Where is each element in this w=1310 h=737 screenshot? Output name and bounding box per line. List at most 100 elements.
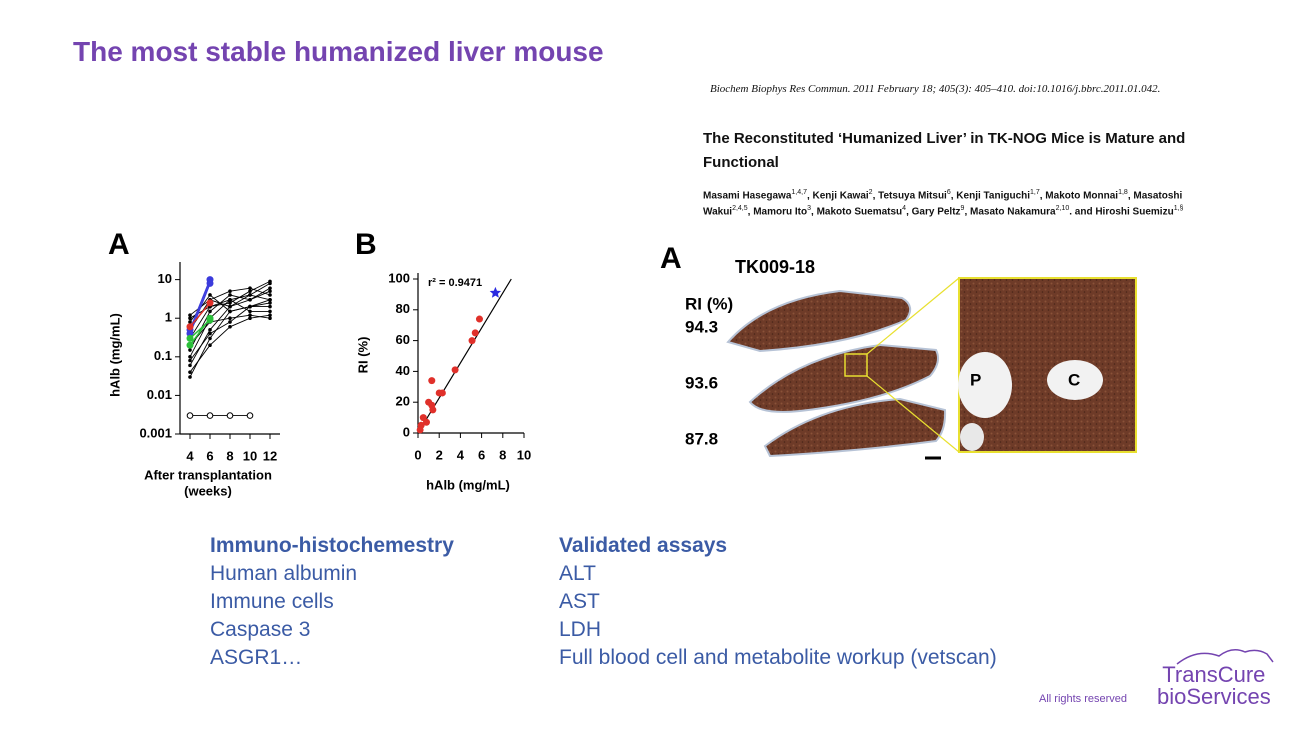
list-item: LDH bbox=[559, 618, 602, 641]
x-tick-label: 12 bbox=[263, 448, 277, 463]
paper-title: The Reconstituted ‘Humanized Liver’ in T… bbox=[703, 130, 1186, 171]
y-tick-label: 10 bbox=[158, 271, 172, 286]
point bbox=[186, 334, 194, 342]
point bbox=[206, 412, 214, 419]
point bbox=[188, 348, 192, 352]
ri-value: 87.8 bbox=[685, 429, 718, 448]
affiliation: 4 bbox=[902, 205, 907, 213]
portal-vein bbox=[958, 352, 1012, 418]
ri-label: RI (%) bbox=[685, 294, 733, 313]
point bbox=[268, 301, 272, 305]
central-vein bbox=[1047, 360, 1103, 400]
point bbox=[248, 304, 252, 309]
point bbox=[188, 375, 192, 379]
point bbox=[188, 320, 192, 324]
point bbox=[208, 331, 212, 336]
zoom-guide bbox=[866, 277, 960, 355]
x-tick-label: 8 bbox=[499, 447, 506, 462]
point bbox=[248, 313, 252, 317]
annotation: r² = 0.9471 bbox=[428, 277, 482, 289]
zoom-label: C bbox=[1068, 370, 1080, 389]
author: , Makoto Monnai bbox=[1039, 190, 1119, 202]
point bbox=[228, 301, 232, 305]
series-line bbox=[189, 302, 211, 328]
author: , Kenji Kawai bbox=[806, 190, 869, 202]
point bbox=[208, 309, 212, 314]
sample-label: TK009-18 bbox=[735, 257, 815, 277]
series-line bbox=[189, 319, 211, 339]
point bbox=[268, 316, 272, 321]
x-tick-label: 0 bbox=[414, 447, 421, 462]
author: , Makoto Suematsu bbox=[811, 206, 903, 218]
affiliation: 2,4,5 bbox=[732, 205, 748, 213]
point bbox=[268, 309, 272, 314]
histology: A TK009-18 RI (%) 94.3 93.6 87.8 P C bbox=[660, 242, 1137, 460]
citation-text: Biochem Biophys Res Commun. 2011 Februar… bbox=[710, 83, 1161, 95]
point bbox=[228, 320, 232, 324]
author: . and Hiroshi Suemizu bbox=[1069, 206, 1174, 218]
author: , Masatoshi Wakui bbox=[703, 190, 1183, 218]
y-tick-label: 40 bbox=[396, 363, 410, 378]
zoom-marker bbox=[844, 353, 868, 377]
y-tick-label: 0.001 bbox=[139, 425, 172, 440]
point bbox=[268, 289, 272, 294]
list-heading: Immuno-histochemestry bbox=[210, 534, 454, 557]
x-axis-label: hAlb (mg/mL) bbox=[426, 477, 510, 492]
affiliation: 9 bbox=[960, 205, 965, 213]
x-tick-label: 8 bbox=[226, 448, 233, 463]
affiliation: 1,4,7 bbox=[791, 189, 807, 196]
point bbox=[206, 299, 214, 307]
x-tick-label: 2 bbox=[436, 447, 443, 462]
logo-line: TransCure bbox=[1162, 662, 1266, 687]
affiliation: 1,§ bbox=[1173, 205, 1184, 213]
author: , Masato Nakamura bbox=[964, 206, 1056, 218]
y-tick-label: 0.1 bbox=[154, 348, 172, 363]
point bbox=[206, 279, 214, 287]
point bbox=[188, 370, 192, 374]
citation: Biochem Biophys Res Commun. 2011 Februar… bbox=[710, 83, 1160, 95]
slide-title: The most stable humanized liver mouse bbox=[73, 36, 604, 67]
rights: All rights reserved bbox=[1039, 693, 1128, 705]
point bbox=[422, 418, 430, 426]
y-axis-label: RI (%) bbox=[355, 337, 370, 374]
logo-mouse bbox=[1176, 649, 1274, 665]
point bbox=[475, 315, 483, 323]
y-tick-label: 1 bbox=[165, 310, 172, 325]
logo: TransCure bioServices bbox=[1157, 649, 1274, 709]
author: , Kenji Taniguchi bbox=[950, 190, 1031, 202]
slice bbox=[763, 397, 947, 458]
x-tick-label: 10 bbox=[243, 448, 257, 463]
point bbox=[268, 313, 272, 317]
point bbox=[228, 316, 232, 321]
list-item: Human albumin bbox=[210, 562, 358, 585]
point bbox=[268, 293, 272, 297]
x-tick-label: 6 bbox=[206, 448, 213, 463]
zoom-guide bbox=[866, 375, 960, 453]
point bbox=[228, 289, 232, 294]
point bbox=[208, 336, 212, 341]
affiliation: 2,10 bbox=[1055, 205, 1070, 213]
point bbox=[268, 279, 272, 284]
point bbox=[188, 358, 192, 363]
point bbox=[188, 363, 192, 368]
author: , Gary Peltz bbox=[906, 206, 961, 218]
y-tick-label: 80 bbox=[396, 301, 410, 316]
x-tick-label: 6 bbox=[478, 447, 485, 462]
x-axis-label: After transplantation bbox=[144, 467, 272, 482]
point bbox=[438, 389, 446, 397]
ri-value: 94.3 bbox=[685, 317, 718, 336]
y-axis-label: hAlb (mg/mL) bbox=[107, 313, 122, 397]
list-item: ALT bbox=[559, 562, 596, 585]
authors: Masami Hasegawa1,4,7, Kenji Kawai2, Tets… bbox=[703, 186, 1203, 219]
point bbox=[248, 316, 252, 321]
point bbox=[429, 406, 437, 414]
point bbox=[228, 293, 232, 297]
point bbox=[228, 309, 232, 314]
series-line bbox=[189, 279, 211, 331]
logo-line: bioServices bbox=[1157, 684, 1271, 709]
ri-value: 93.6 bbox=[685, 373, 718, 392]
point bbox=[451, 366, 459, 374]
panel-letter: A bbox=[660, 242, 682, 275]
